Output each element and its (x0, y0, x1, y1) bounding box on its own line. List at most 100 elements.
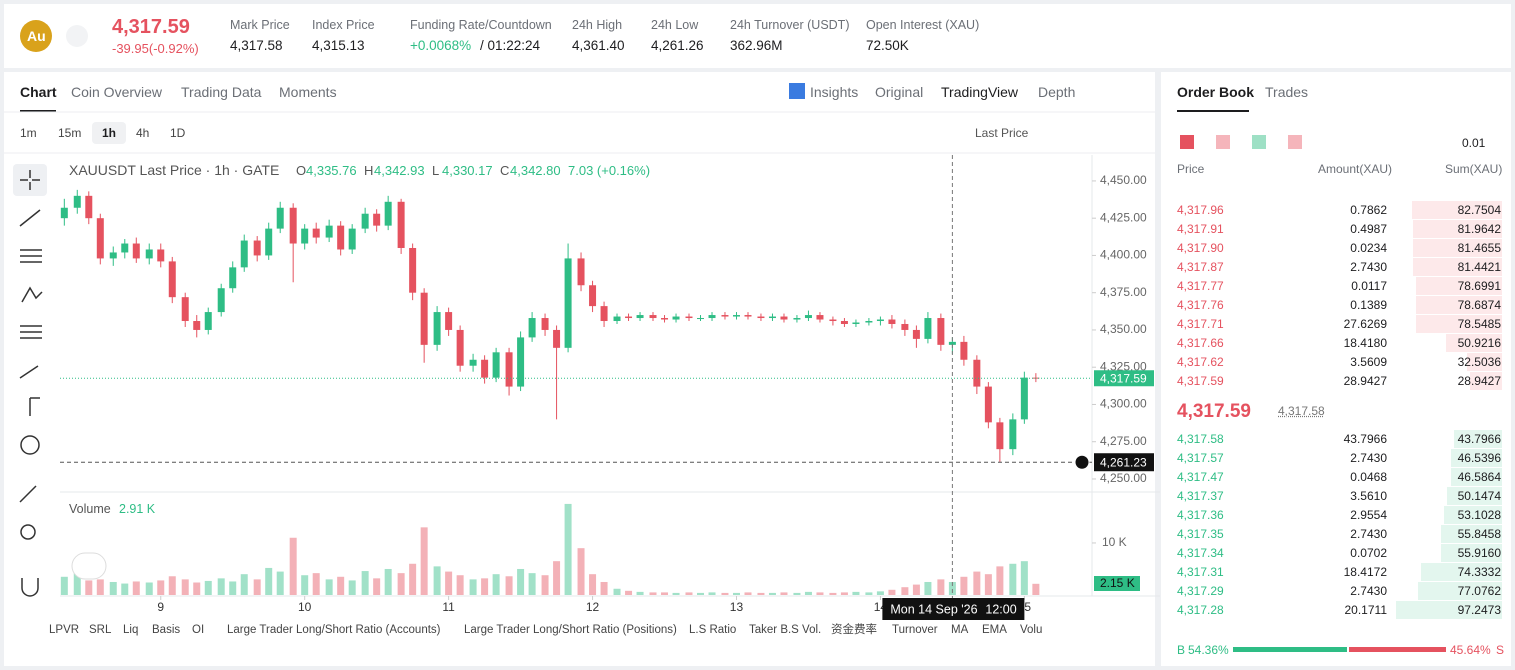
ob-col: Sum(XAU) (1445, 162, 1503, 176)
indicator-tab[interactable]: Volu (1020, 624, 1043, 636)
candle-body (168, 261, 176, 298)
volume-bar (265, 567, 273, 595)
ob-sum: 55.9160 (1457, 546, 1501, 560)
ob-amount: 0.0468 (1350, 470, 1387, 484)
ob-price: 4,317.58 (1177, 432, 1224, 446)
sell-ratio-bar (1348, 647, 1446, 652)
view-tab[interactable]: Depth (1038, 84, 1076, 100)
ob-mid-price: 4,317.59 (1177, 401, 1251, 422)
candle-body (132, 243, 140, 259)
indicator-tab[interactable]: Turnover (892, 624, 938, 636)
ob-sum: 82.7504 (1457, 203, 1501, 217)
ob-price: 4,317.91 (1177, 222, 1224, 236)
indicator-tab[interactable]: OI (192, 624, 205, 636)
chart-tab[interactable]: Moments (279, 84, 337, 100)
favorite-button[interactable] (66, 25, 88, 47)
interval[interactable]: 1h (102, 126, 117, 140)
ob-tab[interactable]: Order Book (1177, 84, 1255, 100)
indicator-tab[interactable]: LPVR (49, 624, 80, 636)
volume-bar (589, 574, 597, 595)
view-tab[interactable]: TradingView (941, 84, 1019, 100)
indicator-tab[interactable]: Large Trader Long/Short Ratio (Positions… (464, 624, 677, 636)
volume-bar (721, 592, 729, 595)
view-tab[interactable]: Insights (810, 84, 859, 100)
volume-bar (852, 591, 860, 595)
chart-tab[interactable]: Trading Data (181, 84, 262, 100)
indicator-tab[interactable]: L.S Ratio (689, 624, 737, 636)
ob-mark-price: 4,317.58 (1278, 404, 1325, 418)
candle-body (469, 359, 477, 366)
interval[interactable]: 15m (58, 126, 82, 140)
volume-bar (541, 575, 549, 595)
indicator-tab[interactable]: 资金费率 (831, 624, 877, 636)
depth-bar (1417, 582, 1502, 600)
candle-body (876, 319, 884, 322)
ob-price: 4,317.31 (1177, 565, 1224, 579)
ob-sum: 74.3332 (1457, 565, 1501, 579)
candle-body (240, 240, 248, 268)
interval[interactable]: 4h (136, 126, 150, 140)
chart-tab[interactable]: Coin Overview (71, 84, 163, 100)
indicator-tab[interactable]: SRL (89, 624, 112, 636)
volume-bar (840, 592, 848, 595)
chart-tab[interactable]: Chart (20, 84, 57, 100)
indicator-tab[interactable]: MA (951, 624, 969, 636)
candle-body (157, 249, 165, 262)
depth-bar (1446, 334, 1502, 352)
volume-bar (960, 576, 968, 595)
volume-bar (348, 580, 356, 595)
stat-label: Open Interest (XAU) (866, 18, 980, 32)
y-tick-label: 4,400.00 (1100, 248, 1147, 262)
ob-price: 4,317.76 (1177, 298, 1224, 312)
depth-bar (1451, 468, 1502, 486)
volume-bar (445, 571, 453, 595)
volume-bar (109, 581, 117, 595)
volume-bar (685, 592, 693, 595)
candle-body (649, 315, 657, 319)
volume-bar (708, 592, 716, 595)
ohlc-value: 4,342.80 (510, 163, 561, 178)
volume-bar (780, 592, 788, 595)
ob-price: 4,317.62 (1177, 355, 1224, 369)
x-tick-label: 12 (586, 600, 600, 614)
candle-body (708, 315, 716, 319)
ob-sum: 32.5036 (1457, 355, 1501, 369)
ob-tab[interactable]: Trades (1265, 84, 1309, 100)
price-source[interactable]: Last Price (975, 126, 1029, 140)
ob-sum: 78.6874 (1457, 298, 1501, 312)
buy-ratio-bar (1233, 647, 1347, 652)
candle-body (229, 267, 237, 289)
volume-bar (564, 503, 572, 595)
indicator-tab[interactable]: Liq (123, 624, 139, 636)
candle-body (600, 306, 608, 322)
ob-amount: 0.4987 (1350, 222, 1387, 236)
indicator-tab[interactable]: EMA (982, 624, 1007, 636)
stat-value: 4,361.40 (572, 38, 625, 53)
ob-sum: 81.4421 (1457, 260, 1501, 274)
indicator-tab[interactable]: Large Trader Long/Short Ratio (Accounts) (227, 624, 441, 636)
ob-buy-pct: 54.36% (1188, 643, 1229, 657)
indicator-tab[interactable]: Basis (152, 624, 181, 636)
interval[interactable]: 1D (170, 126, 186, 140)
ob-amount: 0.1389 (1350, 298, 1387, 312)
candle-body (145, 249, 153, 259)
candle-body (301, 228, 309, 244)
interval[interactable]: 1m (20, 126, 37, 140)
y-tick-label: 4,300.00 (1100, 397, 1147, 411)
depth-bar (1454, 430, 1502, 448)
candle-body (397, 201, 405, 248)
indicator-tab[interactable]: Taker B.S Vol. (749, 624, 822, 636)
ob-price: 4,317.35 (1177, 527, 1224, 541)
candle-body (204, 312, 212, 330)
candle-body (409, 247, 417, 293)
candle-body (373, 213, 381, 226)
candle-body (193, 321, 201, 330)
depth-bar (1416, 296, 1502, 314)
ob-amount: 43.7966 (1343, 432, 1387, 446)
volume-bar (481, 578, 489, 595)
ob-precision[interactable]: 0.01 (1462, 136, 1486, 150)
view-tab[interactable]: Original (875, 84, 924, 100)
volume-bar (433, 566, 441, 595)
candle-body (109, 252, 117, 259)
candle-body (672, 316, 680, 320)
